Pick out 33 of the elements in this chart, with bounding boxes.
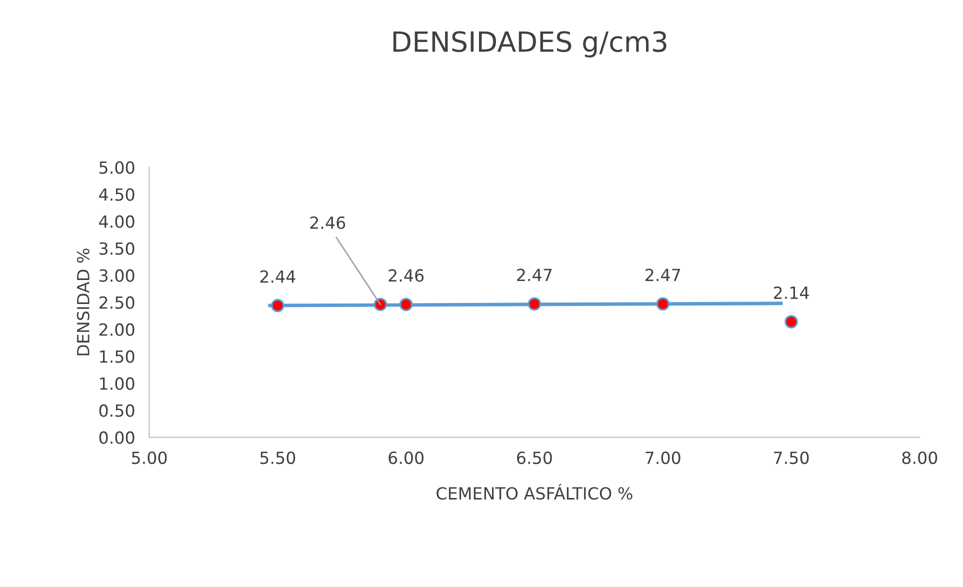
y-axis-title: DENSIDAD % (76, 248, 90, 356)
x-tick-label: 5.00 (132, 452, 167, 464)
point (528, 297, 542, 311)
point (271, 298, 284, 312)
data-label: 2.47 (646, 268, 680, 282)
data-label: 2.44 (260, 270, 296, 283)
point (374, 298, 388, 312)
point (784, 315, 798, 328)
point (656, 297, 670, 311)
data-label: 2.46 (310, 216, 346, 230)
y-tick-label: 2.00 (99, 323, 134, 336)
x-tick-label: 5.50 (260, 452, 296, 464)
data-label: 2.46 (388, 269, 424, 282)
data-label: 2.14 (774, 286, 809, 299)
x-tick-label: 7.50 (774, 452, 809, 464)
y-tick-label: 5.00 (100, 161, 134, 174)
point (399, 298, 413, 312)
y-tick-label: 3.00 (100, 269, 134, 282)
x-tick-label: 6.50 (517, 452, 552, 464)
chart-title: DENSIDADES g/cm3 (393, 31, 666, 58)
y-tick-label: 1.00 (100, 377, 134, 390)
x-tick-label: 6.00 (388, 452, 424, 464)
y-tick-label: 4.00 (99, 215, 134, 228)
x-axis-title: CEMENTO ASFÁLTICO % (436, 484, 632, 500)
x-tick-label: 8.00 (902, 452, 938, 464)
y-tick-label: 0.00 (99, 431, 134, 444)
x-tick-label: 7.00 (646, 452, 680, 464)
y-tick-label: 2.50 (99, 296, 134, 309)
data-label: 2.47 (517, 268, 552, 282)
y-tick-label: 4.50 (99, 188, 134, 201)
y-tick-label: 3.50 (100, 242, 134, 255)
y-tick-label: 1.50 (100, 350, 134, 363)
y-tick-label: 0.50 (99, 404, 134, 417)
